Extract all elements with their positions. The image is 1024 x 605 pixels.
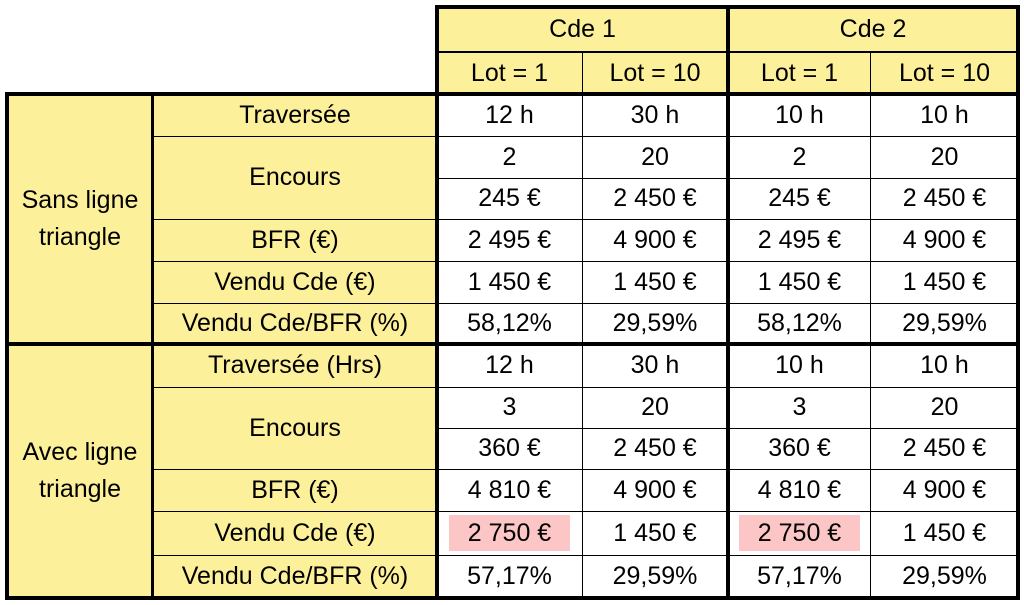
- row-label: Vendu Cde (€): [153, 511, 437, 555]
- subheader-lot: Lot = 1: [437, 52, 582, 94]
- table-cell: 20: [582, 136, 728, 178]
- table-cell: 3: [437, 387, 582, 428]
- table-cell: 2 450 €: [871, 178, 1018, 219]
- table-cell: 29,59%: [871, 303, 1018, 344]
- table-cell: 4 900 €: [582, 469, 728, 511]
- table-cell: 20: [871, 136, 1018, 178]
- table-border: [726, 5, 730, 600]
- table-cell: 2 495 €: [437, 219, 582, 261]
- grid-line: [153, 261, 1018, 262]
- row-label: Encours: [153, 387, 437, 469]
- table-cell: 20: [582, 387, 728, 428]
- table-cell: 3: [728, 387, 871, 428]
- table-cell: 10 h: [871, 94, 1018, 136]
- table-cell: 58,12%: [437, 303, 582, 344]
- table-cell: 10 h: [871, 344, 1018, 387]
- table-cell: 30 h: [582, 344, 728, 387]
- table-cell: 4 900 €: [871, 219, 1018, 261]
- table-cell: 2 750 €: [437, 511, 582, 555]
- subheader-lot: Lot = 10: [582, 52, 728, 94]
- table-cell: 10 h: [728, 344, 871, 387]
- table-cell: 245 €: [437, 178, 582, 219]
- grid-line: [153, 303, 1018, 304]
- table-cell: 1 450 €: [582, 511, 728, 555]
- grid-line: [153, 219, 1018, 220]
- table-cell: 29,59%: [582, 303, 728, 344]
- table-border: [151, 92, 154, 600]
- highlighted-value: 2 750 €: [449, 515, 570, 551]
- table-cell: 2: [437, 136, 582, 178]
- row-label: BFR (€): [153, 469, 437, 511]
- table-cell: 1 450 €: [437, 261, 582, 303]
- table-cell: 29,59%: [871, 555, 1018, 598]
- table-border: [5, 92, 1020, 96]
- table-cell: 2 750 €: [728, 511, 871, 555]
- row-label: Vendu Cde/BFR (%): [153, 555, 437, 598]
- table-cell: 57,17%: [728, 555, 871, 598]
- table-cell: 360 €: [728, 428, 871, 469]
- table-cell: 2 450 €: [582, 428, 728, 469]
- table-cell: 245 €: [728, 178, 871, 219]
- table-cell: 57,17%: [437, 555, 582, 598]
- table-cell: 2 450 €: [871, 428, 1018, 469]
- table-cell: 4 900 €: [871, 469, 1018, 511]
- table-border: [5, 596, 1020, 600]
- table-border: [5, 342, 1020, 346]
- table-border: [5, 92, 9, 600]
- grid-line: [153, 469, 1018, 470]
- table-cell: 2: [728, 136, 871, 178]
- table-border: [1016, 5, 1020, 600]
- grid-line: [870, 52, 871, 598]
- table-cell: 4 810 €: [728, 469, 871, 511]
- table-cell: 2 495 €: [728, 219, 871, 261]
- table-cell: 10 h: [728, 94, 871, 136]
- row-label: Traversée (Hrs): [153, 344, 437, 387]
- table-cell: 1 450 €: [871, 511, 1018, 555]
- table-cell: 1 450 €: [871, 261, 1018, 303]
- table-cell: 360 €: [437, 428, 582, 469]
- table-cell: 30 h: [582, 94, 728, 136]
- row-label: Traversée: [153, 94, 437, 136]
- subheader-lot: Lot = 1: [728, 52, 871, 94]
- table-cell: 12 h: [437, 344, 582, 387]
- grid-line: [153, 511, 1018, 512]
- row-label: BFR (€): [153, 219, 437, 261]
- grid-line: [582, 52, 583, 598]
- table-cell: 58,12%: [728, 303, 871, 344]
- grid-line: [153, 387, 1018, 388]
- subheader-lot: Lot = 10: [871, 52, 1018, 94]
- table-cell: 2 450 €: [582, 178, 728, 219]
- highlighted-value: 2 750 €: [739, 515, 860, 551]
- row-label: Vendu Cde/BFR (%): [153, 303, 437, 344]
- table-border: [435, 5, 439, 600]
- table-cell: 29,59%: [582, 555, 728, 598]
- section-label: Sans ligne triangle: [7, 94, 153, 344]
- row-label: Encours: [153, 136, 437, 219]
- grid-line: [153, 555, 1018, 556]
- row-label: Vendu Cde (€): [153, 261, 437, 303]
- section-label: Avec ligne triangle: [7, 344, 153, 598]
- table-cell: 20: [871, 387, 1018, 428]
- grid-line: [153, 136, 1018, 137]
- table-cell: 1 450 €: [728, 261, 871, 303]
- table-cell: 4 810 €: [437, 469, 582, 511]
- header-cde2: Cde 2: [728, 7, 1018, 52]
- header-cde1: Cde 1: [437, 7, 728, 52]
- table-cell: 12 h: [437, 94, 582, 136]
- table-cell: 1 450 €: [582, 261, 728, 303]
- table-cell: 4 900 €: [582, 219, 728, 261]
